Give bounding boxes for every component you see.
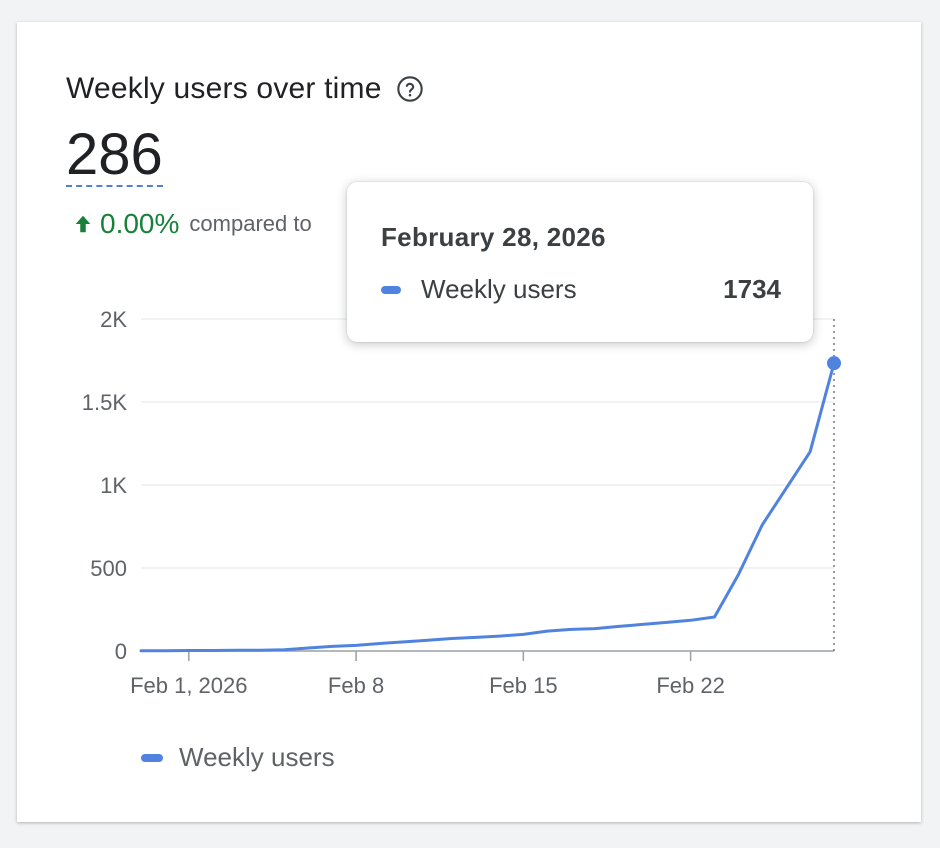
metric-value[interactable]: 286	[66, 122, 163, 187]
legend-label: Weekly users	[179, 742, 335, 772]
y-tick-label: 1K	[100, 473, 127, 498]
title-row: Weekly users over time	[66, 72, 424, 106]
tooltip-value: 1734	[723, 274, 781, 304]
tooltip-date: February 28, 2026	[381, 222, 606, 252]
tooltip-series-label: Weekly users	[421, 274, 577, 304]
chart-tooltip: February 28, 2026 Weekly users 1734	[347, 182, 813, 342]
y-tick-label: 500	[90, 556, 127, 581]
chart-card: Weekly users over time 286 0.00% compare…	[17, 22, 921, 822]
chart-legend[interactable]: Weekly users	[141, 742, 335, 773]
x-tick-label: Feb 8	[328, 673, 384, 698]
x-tick-label: Feb 1, 2026	[130, 673, 247, 698]
x-tick-label: Feb 22	[656, 673, 725, 698]
arrow-up-icon	[75, 215, 91, 233]
y-tick-label: 1.5K	[82, 390, 128, 415]
y-tick-label: 0	[115, 639, 127, 664]
change-text: compared to	[189, 211, 312, 236]
highlight-point	[827, 356, 841, 371]
change-percent: 0.00%	[100, 208, 180, 239]
x-tick-label: Feb 15	[489, 673, 558, 698]
card-title: Weekly users over time	[66, 72, 382, 105]
help-circle-icon[interactable]	[396, 75, 424, 103]
series-line-weekly-users	[139, 361, 836, 653]
line-chart[interactable]: 0 500 1K 1.5K 2K Feb 1, 2026 Feb 8 Feb 15 Feb 22	[17, 22, 921, 822]
change-row: 0.00% compared to	[72, 208, 312, 240]
legend-swatch	[141, 753, 163, 762]
y-tick-label: 2K	[100, 307, 127, 332]
tooltip-series-swatch	[381, 286, 401, 294]
